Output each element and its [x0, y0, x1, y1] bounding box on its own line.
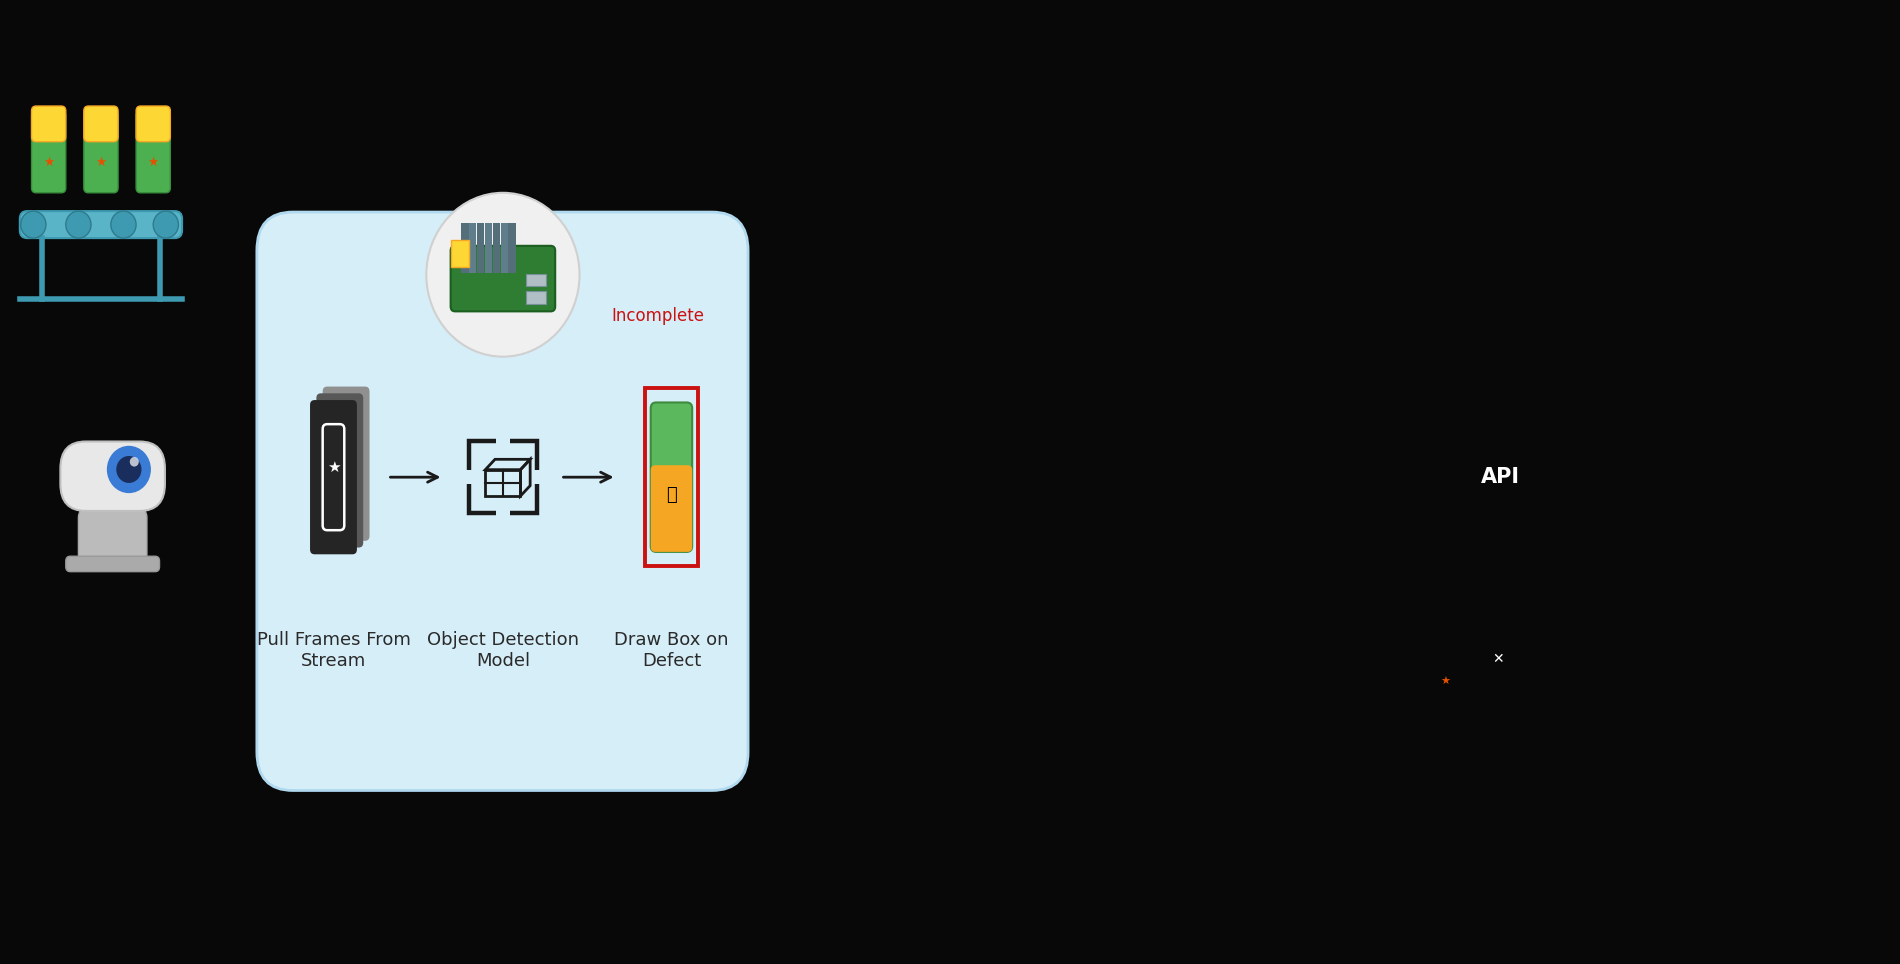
Circle shape	[1467, 441, 1535, 514]
Text: ★: ★	[44, 155, 55, 169]
FancyBboxPatch shape	[137, 106, 171, 142]
FancyBboxPatch shape	[1465, 642, 1492, 669]
FancyBboxPatch shape	[1431, 641, 1459, 704]
Circle shape	[1480, 640, 1516, 679]
FancyBboxPatch shape	[84, 111, 118, 193]
Circle shape	[21, 211, 46, 238]
FancyBboxPatch shape	[256, 212, 749, 790]
FancyBboxPatch shape	[32, 106, 66, 142]
FancyBboxPatch shape	[323, 387, 369, 541]
FancyBboxPatch shape	[137, 111, 171, 193]
FancyBboxPatch shape	[1436, 521, 1459, 546]
FancyBboxPatch shape	[469, 223, 477, 273]
FancyBboxPatch shape	[509, 223, 515, 273]
FancyBboxPatch shape	[310, 400, 357, 554]
FancyBboxPatch shape	[526, 274, 545, 286]
Text: ✕: ✕	[1492, 653, 1503, 666]
FancyBboxPatch shape	[500, 223, 507, 273]
Text: API: API	[1482, 468, 1520, 487]
FancyBboxPatch shape	[492, 223, 500, 273]
Circle shape	[116, 456, 141, 483]
FancyBboxPatch shape	[19, 211, 182, 238]
FancyBboxPatch shape	[650, 403, 692, 551]
FancyBboxPatch shape	[78, 508, 146, 564]
Text: Object Detection
Model: Object Detection Model	[428, 631, 580, 670]
FancyBboxPatch shape	[84, 106, 118, 142]
Text: ★: ★	[148, 155, 160, 169]
FancyBboxPatch shape	[1436, 409, 1459, 434]
Text: ★: ★	[1440, 677, 1452, 686]
FancyBboxPatch shape	[1490, 544, 1512, 569]
Circle shape	[1440, 412, 1562, 543]
FancyBboxPatch shape	[450, 240, 469, 267]
Text: Draw Box on
Defect: Draw Box on Defect	[614, 631, 730, 670]
FancyBboxPatch shape	[1541, 409, 1564, 434]
Circle shape	[426, 193, 580, 357]
Text: Pull Frames From
Stream: Pull Frames From Stream	[256, 631, 410, 670]
Circle shape	[106, 444, 152, 495]
FancyBboxPatch shape	[317, 393, 363, 548]
Text: ★: ★	[95, 155, 106, 169]
Circle shape	[110, 211, 137, 238]
FancyBboxPatch shape	[526, 291, 545, 304]
FancyBboxPatch shape	[66, 556, 160, 572]
Text: Incomplete: Incomplete	[612, 308, 705, 325]
FancyBboxPatch shape	[1465, 641, 1492, 704]
FancyBboxPatch shape	[484, 223, 492, 273]
Text: 🔥: 🔥	[667, 486, 676, 503]
Text: ★: ★	[327, 460, 340, 475]
FancyBboxPatch shape	[1417, 767, 1503, 781]
FancyBboxPatch shape	[1541, 521, 1564, 546]
FancyBboxPatch shape	[1393, 624, 1528, 730]
Circle shape	[66, 211, 91, 238]
FancyBboxPatch shape	[61, 442, 165, 511]
FancyBboxPatch shape	[1564, 465, 1586, 490]
FancyBboxPatch shape	[462, 223, 469, 273]
FancyBboxPatch shape	[1416, 465, 1438, 490]
FancyBboxPatch shape	[1404, 636, 1516, 717]
Circle shape	[154, 211, 179, 238]
FancyBboxPatch shape	[450, 246, 555, 311]
FancyBboxPatch shape	[477, 223, 484, 273]
Circle shape	[129, 457, 139, 467]
FancyBboxPatch shape	[650, 466, 692, 551]
FancyBboxPatch shape	[1490, 386, 1512, 411]
FancyBboxPatch shape	[32, 111, 66, 193]
FancyBboxPatch shape	[1431, 642, 1459, 669]
